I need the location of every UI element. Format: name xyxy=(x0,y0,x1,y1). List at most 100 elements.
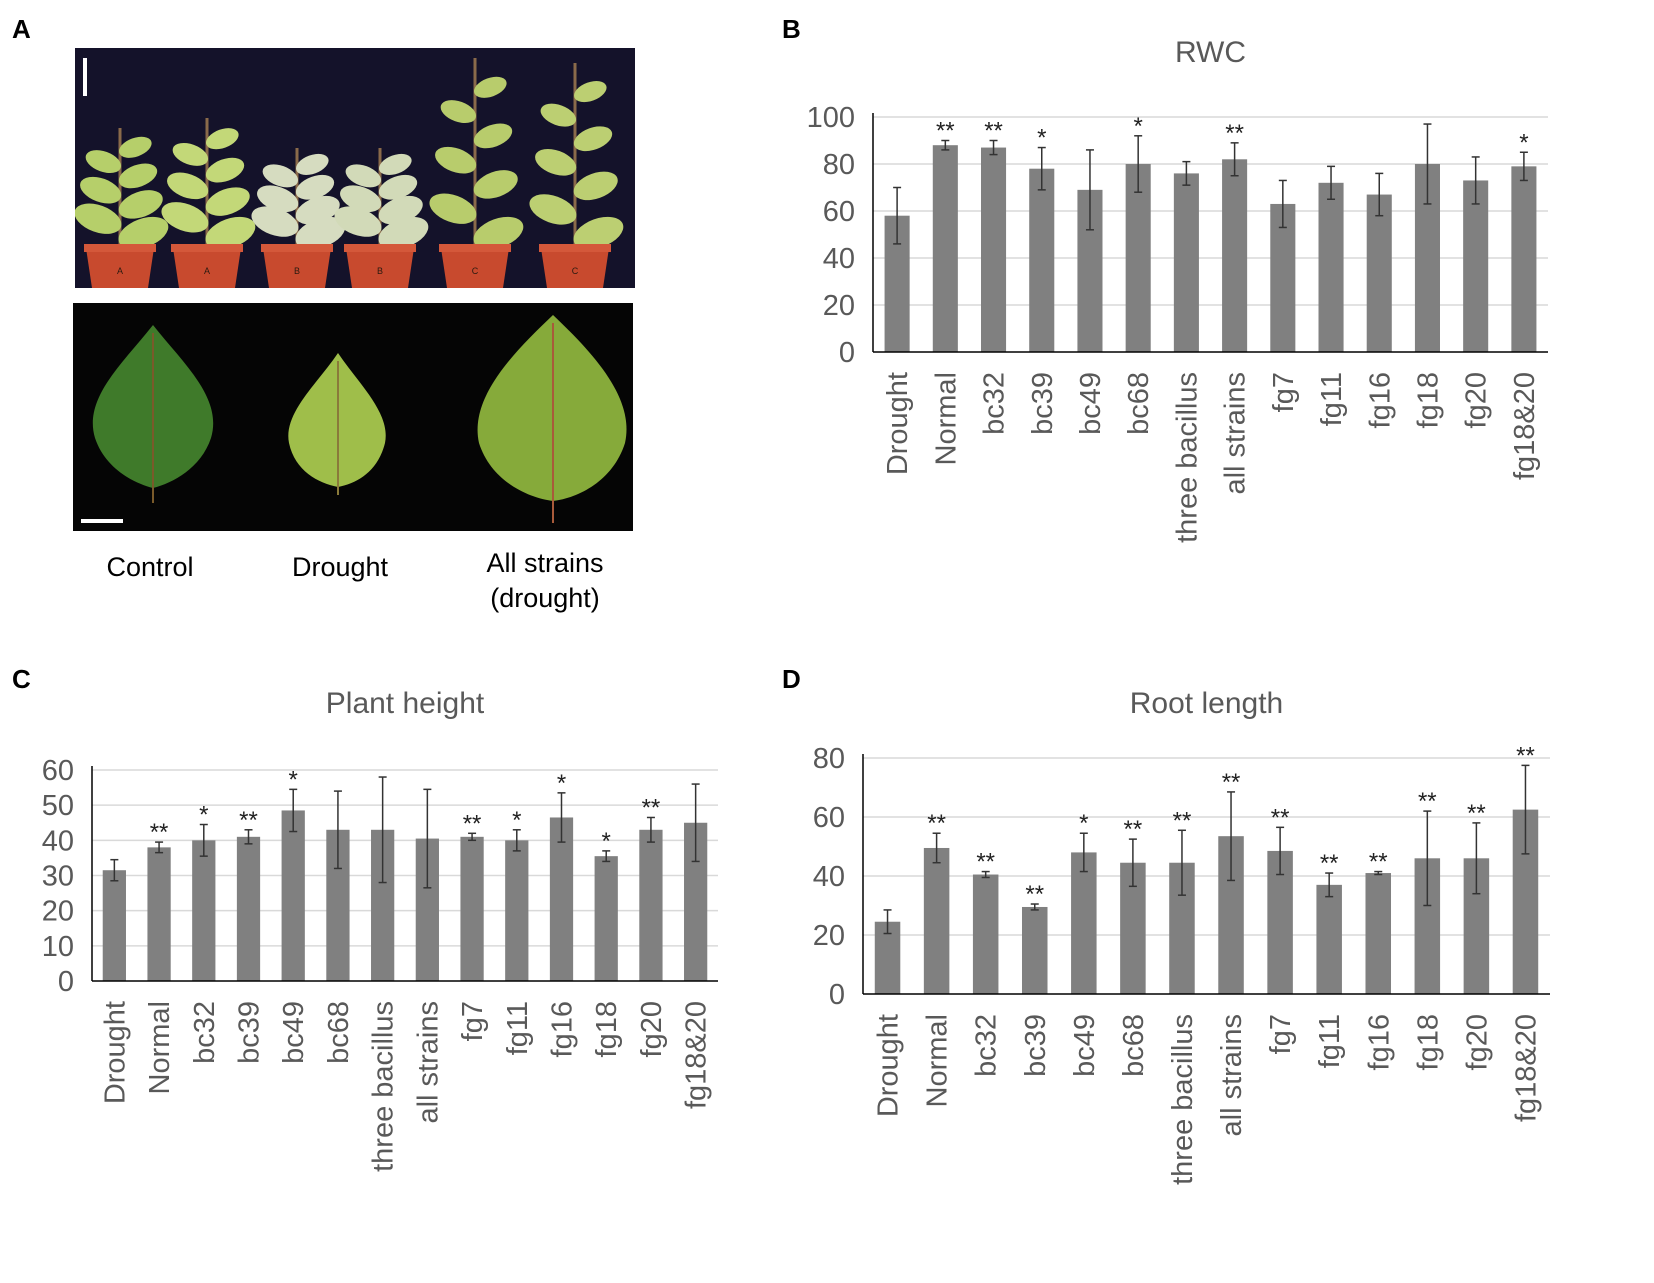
panel-label-d: D xyxy=(782,664,801,694)
y-tick-label: 40 xyxy=(42,825,74,857)
x-tick-label: fg7 xyxy=(1265,1014,1297,1054)
error-bar xyxy=(1182,160,1191,186)
bar xyxy=(549,817,574,981)
error-bar xyxy=(1325,872,1334,898)
pot-label: B xyxy=(377,266,383,276)
significance-mark: ** xyxy=(239,807,258,834)
significance-mark: * xyxy=(1134,113,1143,140)
significance-mark: ** xyxy=(927,810,946,837)
x-tick-label: bc68 xyxy=(1118,1014,1150,1077)
error-bar xyxy=(1030,903,1039,911)
significance-mark: ** xyxy=(1124,816,1143,843)
significance-mark: * xyxy=(1519,129,1528,156)
x-tick-label: bc39 xyxy=(1027,372,1059,435)
significance-mark: ** xyxy=(1271,804,1290,831)
error-bar xyxy=(468,832,477,842)
x-tick-label: bc68 xyxy=(1123,372,1155,435)
x-tick-label: bc49 xyxy=(1069,1014,1101,1077)
error-bar xyxy=(602,850,611,863)
x-tick-label: fg7 xyxy=(1268,372,1300,412)
significance-mark: ** xyxy=(1369,849,1388,876)
significance-mark: ** xyxy=(1222,769,1241,796)
y-tick-label: 50 xyxy=(42,790,74,822)
scale-bar xyxy=(83,58,87,96)
bar xyxy=(460,836,484,981)
pot-label: A xyxy=(117,266,123,276)
significance-mark: ** xyxy=(1320,850,1339,877)
error-bar xyxy=(932,832,941,864)
y-tick-label: 40 xyxy=(823,243,855,275)
x-tick-label: fg11 xyxy=(502,1001,534,1055)
bar xyxy=(415,838,439,981)
x-tick-label: fg18&20 xyxy=(1510,1014,1542,1122)
error-bar xyxy=(1085,149,1094,231)
y-tick-label: 0 xyxy=(829,979,845,1011)
significance-mark: * xyxy=(1079,810,1088,837)
y-tick-label: 0 xyxy=(839,337,855,369)
bar xyxy=(1316,884,1342,994)
x-tick-label: three bacillus xyxy=(1171,372,1203,543)
bar xyxy=(981,147,1007,352)
error-bar xyxy=(691,783,700,863)
panel-label-b: B xyxy=(782,14,801,44)
x-tick-label: fg18 xyxy=(1412,372,1444,428)
x-tick-label: fg7 xyxy=(457,1001,489,1041)
panel-label-c: C xyxy=(12,664,31,694)
caption-drought: Drought xyxy=(291,552,389,582)
significance-mark: ** xyxy=(1467,800,1486,827)
pot-label: C xyxy=(572,266,579,276)
pot-label: A xyxy=(204,266,210,276)
bar xyxy=(1366,194,1392,352)
x-tick-label: Drought xyxy=(873,1014,905,1117)
significance-mark: ** xyxy=(936,118,955,145)
x-tick-label: fg18&20 xyxy=(681,1001,713,1109)
x-tick-label: Drought xyxy=(99,1001,131,1104)
y-tick-label: 0 xyxy=(58,966,74,998)
error-bar xyxy=(289,788,298,833)
y-tick-label: 60 xyxy=(42,755,74,787)
plant-height-chart: Plant height0102030405060Drought**Normal… xyxy=(42,687,718,1172)
x-tick-label: bc68 xyxy=(323,1001,355,1064)
significance-mark: * xyxy=(289,766,298,793)
error-bar xyxy=(1519,151,1528,182)
bar xyxy=(281,810,305,981)
scale-bar xyxy=(81,519,123,523)
potted-plant: C xyxy=(529,63,624,288)
x-tick-label: bc32 xyxy=(979,372,1011,435)
y-tick-label: 60 xyxy=(823,196,855,228)
significance-mark: ** xyxy=(1173,807,1192,834)
bar xyxy=(1511,166,1537,352)
leaf-photo xyxy=(73,303,633,531)
error-bar xyxy=(1128,838,1137,888)
bar xyxy=(1021,906,1048,994)
pot-label: C xyxy=(472,266,479,276)
chart-title: Plant height xyxy=(326,687,485,720)
error-bar xyxy=(1471,156,1480,205)
bar xyxy=(371,829,395,981)
bar xyxy=(684,822,708,981)
y-tick-label: 20 xyxy=(823,290,855,322)
x-tick-label: all strains xyxy=(412,1001,444,1124)
y-tick-label: 30 xyxy=(42,861,74,893)
x-tick-label: bc49 xyxy=(278,1001,310,1064)
error-bar xyxy=(893,186,902,245)
y-tick-label: 80 xyxy=(813,743,845,775)
x-tick-label: fg18&20 xyxy=(1509,372,1541,480)
x-tick-label: fg16 xyxy=(1363,1014,1395,1070)
x-tick-label: Normal xyxy=(922,1014,954,1107)
potted-plant: C xyxy=(429,58,524,288)
bar xyxy=(972,874,999,994)
error-bar xyxy=(1227,791,1236,882)
error-bar xyxy=(199,823,208,857)
x-tick-label: all strains xyxy=(1216,1014,1248,1137)
x-tick-label: bc39 xyxy=(234,1001,266,1064)
error-bar xyxy=(1423,123,1432,205)
caption-all-strains: All strains (drought) xyxy=(465,546,625,616)
error-bar xyxy=(1079,832,1088,873)
x-tick-label: bc32 xyxy=(189,1001,221,1064)
x-tick-label: fg11 xyxy=(1314,1014,1346,1068)
error-bar xyxy=(1177,829,1186,896)
rwc-chart: RWC020406080100Drought**Normal**bc32*bc3… xyxy=(807,36,1548,543)
significance-mark: * xyxy=(602,828,611,855)
bar xyxy=(1365,873,1392,994)
